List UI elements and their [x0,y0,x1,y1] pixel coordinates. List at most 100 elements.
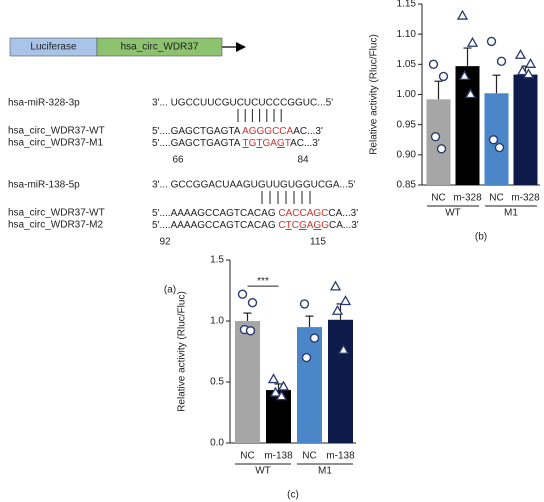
seq-segment: 5'....GAGCTGAGTA [152,126,242,137]
seq-segment: C [292,220,299,231]
y-tick-label: 1.0 [210,316,224,327]
data-point [466,36,479,47]
y-tick-label: 1.00 [397,89,417,100]
seq-segment: AC...3' [290,138,320,149]
data-point [458,70,471,81]
data-point [464,88,477,99]
data-point [436,144,447,154]
bar [455,66,480,185]
position-label: 84 [297,155,309,166]
data-point [496,56,507,67]
seq-segment: CA...3' [328,208,358,219]
x-tick-label: NC [431,193,445,204]
seq-segment: T [286,220,292,231]
y-tick-label: 1.10 [397,29,417,40]
data-point [299,299,310,309]
group-label: WT [445,208,461,219]
y-tick-label: 1.5 [210,255,224,266]
seq-segment: 5'....AAAAGCCAGTCACAG [152,208,278,219]
data-point [309,333,320,343]
site-seq: 5'....AAAAGCCAGTCACAG CACCAGCCA...3' [152,208,358,219]
x-tick-label: m-138 [264,451,293,462]
seq-segment: CA...3' [329,220,359,231]
bar [235,321,260,443]
panel-caption: (b) [475,232,487,243]
seq-segment: CACCAGC [278,208,328,219]
site-label: hsa_circ_WDR37-M2 [8,220,103,231]
x-tick-label: m-138 [326,451,355,462]
panel-caption: (c) [287,490,299,501]
seq-segment: GA [262,138,277,149]
site-label: hsa_circ_WDR37-M1 [8,138,103,149]
group-label: M1 [504,208,518,219]
seq-segment: 5'....AAAAGCCAGTCACAG [152,220,278,231]
data-point [438,71,449,82]
seq-segment: G [249,138,257,149]
y-axis-label: Relative activity (Rluc/Fluc) [369,34,380,155]
y-tick-label: 0.5 [210,377,224,388]
seq-segment: G [313,220,321,231]
y-tick-label: 1.15 [397,0,417,10]
seq-segment: AGGGCCA [242,126,293,137]
data-point [430,132,441,142]
data-point [486,36,497,47]
seq-segment: T [285,138,291,149]
seq-segment: 5'....GAGCTGAGTA [152,138,242,149]
data-point [237,289,248,299]
data-point [337,343,350,354]
data-point [267,373,280,384]
mirna-seq: 3'... UGCCUUCGUCUCUCCCGGUC...5' [152,98,333,109]
seq-segment: C [278,220,285,231]
data-point [494,142,505,153]
x-tick-label: NC [302,451,316,462]
site-seq: 5'....GAGCTGAGTA AGGGCCAAC...3' [152,126,323,137]
significance-label: *** [257,276,269,287]
data-point [275,390,288,401]
data-point [456,9,469,20]
construct-label: Luciferase [30,42,77,53]
seq-segment: T [242,138,248,149]
mirna-seq: 3'... GCCGGACUAAGUGUUGUGGUCGA...5' [152,180,355,191]
y-tick-label: 0.90 [397,149,417,160]
x-tick-label: m-328 [511,193,540,204]
position-label: 92 [159,237,171,248]
mirna-name: hsa-miR-138-5p [8,180,80,191]
seq-segment: G [277,138,285,149]
data-point [339,295,352,306]
construct-box [96,37,223,57]
data-point [269,386,282,397]
data-point [514,48,527,59]
y-tick-label: 0.95 [397,119,417,130]
y-axis-label: Relative activity (Rluc/Fluc) [177,291,188,412]
site-seq: 5'....AAAAGCCAGTCACAG CTCGAGGCA...3' [152,220,359,231]
construct-label: hsa_circ_WDR37 [121,42,199,53]
group-label: M1 [318,466,332,477]
bar [513,74,538,185]
panel-caption: (a) [164,285,176,296]
site-seq: 5'....GAGCTGAGTA TGTGAGTAC...3' [152,138,320,149]
data-point [522,68,535,79]
data-point [331,304,344,315]
group-label: WT [255,466,271,477]
seq-segment: T [256,138,262,149]
y-tick-label: 1.05 [397,59,417,70]
data-point [247,298,258,308]
data-point [277,380,290,391]
position-label: 66 [172,155,184,166]
x-tick-label: NC [489,193,503,204]
data-point [428,59,439,70]
x-tick-label: m-328 [453,193,482,204]
data-point [516,65,529,76]
y-tick-label: 0.0 [210,438,224,449]
site-label: hsa_circ_WDR37-WT [8,126,105,137]
construct-arrow [236,42,246,52]
site-label: hsa_circ_WDR37-WT [8,208,105,219]
seq-segment: A [307,220,314,231]
data-point [524,58,537,68]
bar [297,327,322,443]
data-point [245,326,256,336]
mirna-name: hsa-miR-328-3p [8,98,80,109]
x-tick-label: NC [240,451,254,462]
seq-segment: G [299,220,307,231]
